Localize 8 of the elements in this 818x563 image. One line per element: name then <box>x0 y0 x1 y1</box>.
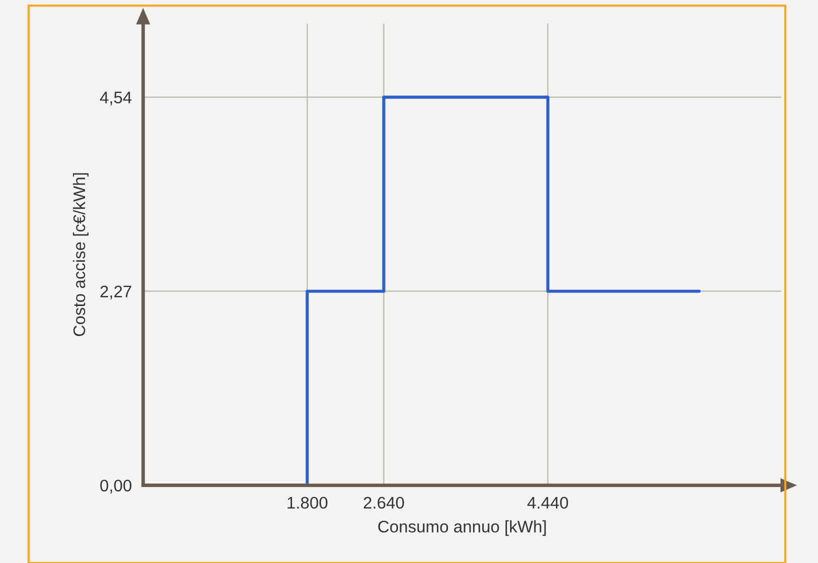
y-tick-label: 2,27 <box>100 286 132 300</box>
x-tick-label: 2.640 <box>364 496 404 509</box>
x-axis-title: Consumo annuo [kWh] <box>378 520 546 536</box>
y-axis-title: Costo accise [c€/kWh] <box>72 173 88 336</box>
y-tick-label: 0,00 <box>100 480 132 494</box>
x-tick-label: 1.800 <box>288 496 328 509</box>
y-tick-label: 4,54 <box>100 92 132 106</box>
x-tick-label: 4.440 <box>527 496 568 509</box>
